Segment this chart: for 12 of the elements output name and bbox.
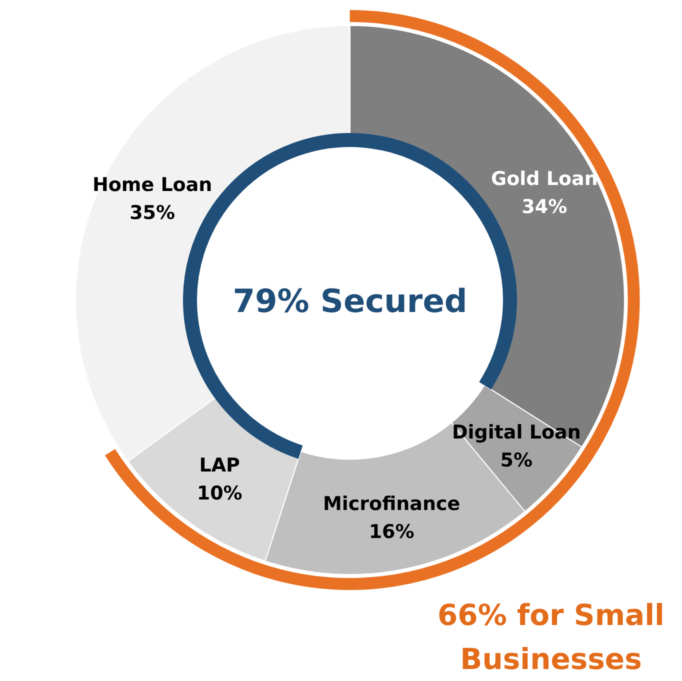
data-label: 34%	[522, 196, 568, 218]
data-label: 35%	[130, 202, 176, 224]
slice-label: Microfinance	[322, 492, 460, 515]
slice-label: Gold Loan	[490, 168, 598, 190]
slice-label: Home Loan	[92, 174, 212, 196]
text: 79% Secured	[232, 282, 468, 320]
data-label: 10%	[196, 482, 242, 504]
slice-label: LAP	[199, 454, 240, 476]
data-label: 5%	[500, 450, 533, 472]
data-label: 16%	[368, 520, 414, 543]
text: 66% for Small Businesses	[436, 597, 666, 678]
slice-label: Digital Loan	[452, 422, 581, 444]
